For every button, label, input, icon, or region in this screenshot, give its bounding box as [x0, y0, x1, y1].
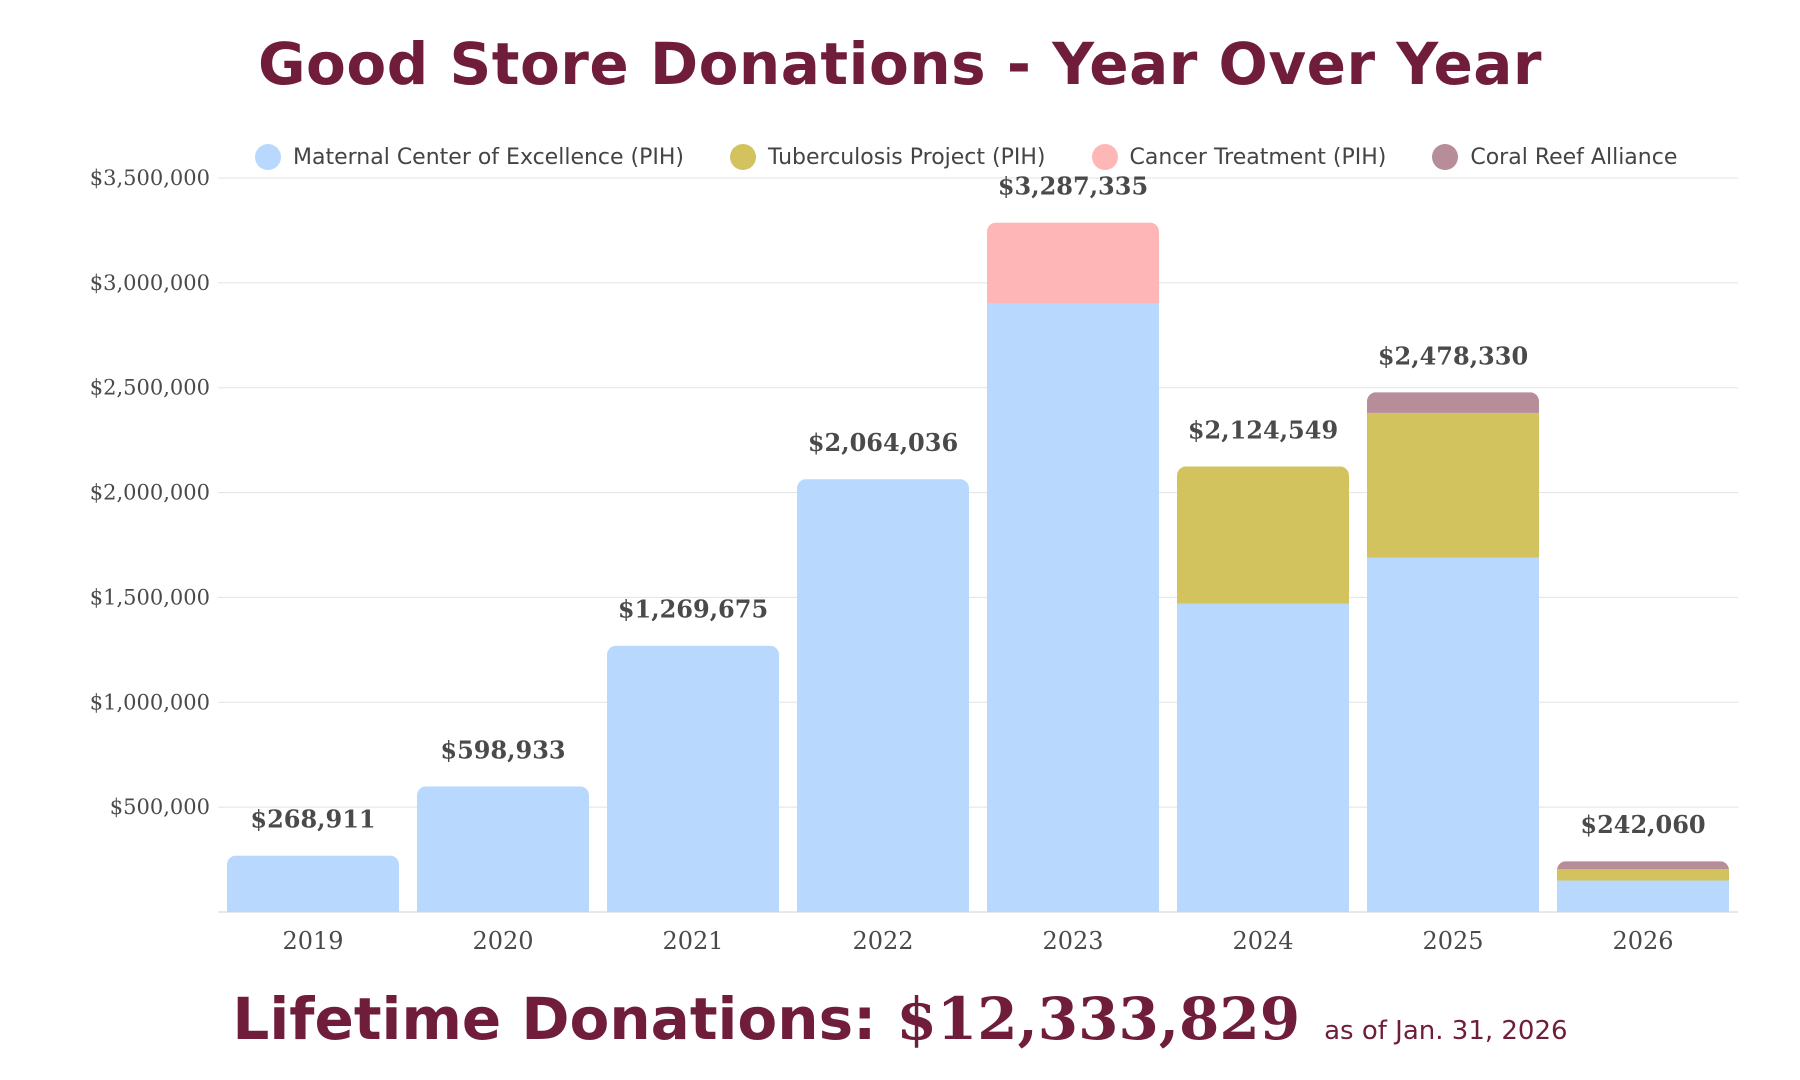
lifetime-label: Lifetime Donations:	[232, 985, 877, 1053]
chart-title: Good Store Donations - Year Over Year	[257, 30, 1543, 98]
legend-label: Cancer Treatment (PIH)	[1129, 144, 1387, 170]
bar-stack-2022	[797, 479, 969, 912]
bar-stack-2021	[607, 645, 779, 912]
bar-stack-2023	[987, 222, 1159, 912]
x-tick-label: 2019	[282, 927, 343, 955]
y-tick-label: $1,000,000	[90, 690, 210, 714]
bar-total-label: $598,933	[440, 735, 565, 764]
bar-stack-2024	[1177, 466, 1349, 912]
bar-segment	[987, 303, 1159, 912]
legend-swatch	[1432, 144, 1459, 170]
bar-segment	[607, 645, 779, 912]
bar-total-label: $1,269,675	[618, 595, 768, 624]
bar-segment	[1177, 603, 1349, 912]
bar-stack-2020	[417, 786, 589, 912]
x-tick-label: 2026	[1612, 927, 1673, 955]
bar-segment	[1367, 392, 1539, 413]
y-tick-label: $500,000	[110, 795, 210, 819]
legend-swatch	[255, 144, 281, 170]
bar-segment	[1557, 869, 1729, 881]
bar-total-label: $2,478,330	[1378, 341, 1528, 370]
bar-stack-2026	[1557, 861, 1729, 912]
x-tick-label: 2025	[1422, 927, 1483, 955]
bar-segment	[1557, 880, 1729, 912]
bar-segment	[797, 479, 969, 912]
legend-item: Tuberculosis Project (PIH)	[730, 144, 1046, 170]
as-of-date: as of Jan. 31, 2026	[1324, 1016, 1568, 1046]
bar-total-label: $2,124,549	[1188, 415, 1338, 444]
x-tick-label: 2022	[852, 927, 913, 955]
bar-total-label: $242,060	[1580, 810, 1705, 839]
chart-legend: Maternal Center of Excellence (PIH) Tuber…	[255, 144, 1677, 170]
legend-label: Maternal Center of Excellence (PIH)	[293, 144, 685, 170]
x-tick-label: 2020	[472, 927, 533, 955]
legend-label: Coral Reef Alliance	[1470, 144, 1678, 170]
bar-segment	[987, 222, 1159, 304]
y-tick-label: $1,500,000	[90, 585, 210, 609]
legend-swatch	[730, 144, 757, 170]
y-tick-label: $3,000,000	[90, 271, 210, 295]
bar-segment	[1367, 412, 1539, 558]
bar-segment	[417, 786, 589, 912]
bar-segment	[1557, 861, 1729, 870]
bar-segment	[1177, 466, 1349, 604]
lifetime-donations-text: Lifetime Donations: $12,333,829	[232, 985, 1300, 1053]
bar-stack-2025	[1367, 392, 1539, 912]
y-tick-label: $3,500,000	[90, 166, 210, 190]
legend-item: Coral Reef Alliance	[1432, 144, 1677, 170]
bar-segment	[1367, 557, 1539, 912]
bar-total-label: $2,064,036	[808, 428, 958, 457]
x-tick-label: 2024	[1232, 927, 1293, 955]
legend-item: Cancer Treatment (PIH)	[1091, 144, 1387, 170]
lifetime-donations-footer: Lifetime Donations: $12,333,829 as of Ja…	[0, 985, 1800, 1053]
legend-swatch	[1091, 144, 1118, 170]
legend-item: Maternal Center of Excellence (PIH)	[255, 144, 684, 170]
bar-segment	[227, 855, 399, 912]
x-tick-label: 2021	[662, 927, 723, 955]
y-tick-label: $2,000,000	[90, 481, 210, 505]
lifetime-amount: $12,333,829	[896, 985, 1301, 1053]
legend-label: Tuberculosis Project (PIH)	[768, 144, 1046, 170]
y-tick-label: $2,500,000	[90, 376, 210, 400]
bar-total-label: $268,911	[250, 805, 375, 834]
bar-stack-2019	[227, 855, 399, 912]
x-tick-label: 2023	[1042, 927, 1103, 955]
bar-total-label: $3,287,335	[998, 172, 1148, 201]
